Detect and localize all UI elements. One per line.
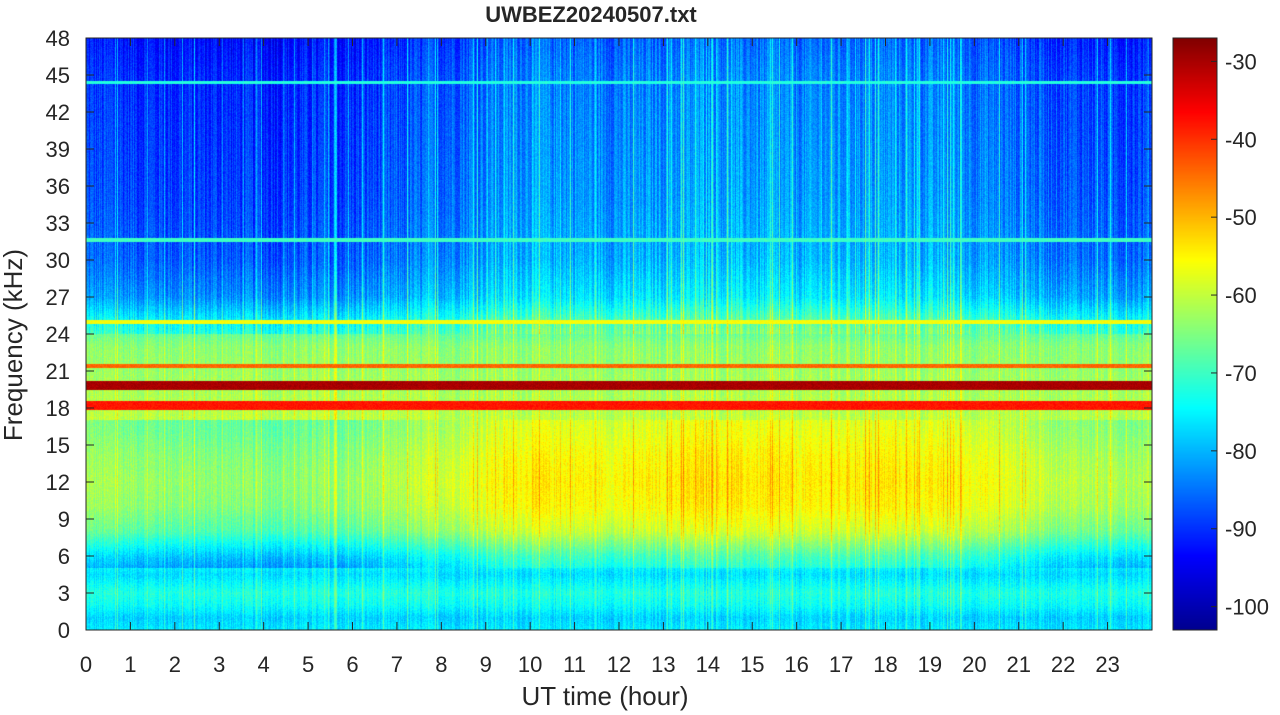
y-tick-label: 45: [46, 63, 70, 88]
x-tick-label: 8: [435, 652, 447, 677]
y-tick-label: 15: [46, 433, 70, 458]
colorbar-ticks: -100 -90 -80 -70 -60 -50 -40 -30: [1211, 49, 1269, 620]
y-tick-label: 21: [46, 359, 70, 384]
y-tick-label: 36: [46, 174, 70, 199]
y-tick-label: 48: [46, 26, 70, 51]
y-tick-label: 12: [46, 470, 70, 495]
spectrogram-heatmap: [86, 38, 1152, 630]
y-tick-label: 9: [58, 507, 70, 532]
colorbar-tick-label: -70: [1225, 361, 1257, 386]
x-tick-label: 18: [873, 652, 897, 677]
x-tick-label: 6: [346, 652, 358, 677]
x-tick-label: 11: [563, 652, 586, 677]
y-tick-label: 30: [46, 248, 70, 273]
x-tick-label: 16: [784, 652, 808, 677]
x-tick-label: 22: [1051, 652, 1075, 677]
x-tick-label: 15: [740, 652, 764, 677]
plot-area: [86, 38, 1152, 630]
x-tick-label: 21: [1007, 652, 1031, 677]
colorbar-tick-label: -90: [1225, 517, 1257, 542]
chart-title: UWBEZ20240507.txt: [485, 2, 697, 27]
x-tick-label: 1: [124, 652, 136, 677]
colorbar-area: [1173, 38, 1217, 630]
colorbar-tick-label: -80: [1225, 439, 1257, 464]
colorbar-tick-label: -60: [1225, 283, 1257, 308]
x-tick-label: 7: [391, 652, 403, 677]
y-tick-label: 42: [46, 100, 70, 125]
x-tick-label: 9: [480, 652, 492, 677]
colorbar: [1173, 38, 1217, 630]
y-tick-label: 0: [58, 618, 70, 643]
x-tick-label: 3: [213, 652, 225, 677]
y-tick-label: 3: [58, 581, 70, 606]
x-tick-label: 12: [607, 652, 631, 677]
y-tick-label: 18: [46, 396, 70, 421]
x-tick-label: 20: [962, 652, 986, 677]
x-tick-label: 2: [169, 652, 181, 677]
x-axis-label: UT time (hour): [521, 681, 688, 711]
colorbar-tick-label: -50: [1225, 205, 1257, 230]
y-tick-label: 6: [58, 544, 70, 569]
x-tick-label: 19: [918, 652, 942, 677]
x-tick-label: 17: [829, 652, 853, 677]
colorbar-tick-label: -100: [1225, 595, 1269, 620]
colorbar-tick-label: -30: [1225, 49, 1257, 74]
y-tick-label: 27: [46, 285, 70, 310]
x-tick-label: 14: [696, 652, 720, 677]
y-tick-label: 39: [46, 137, 70, 162]
x-tick-label: 0: [80, 652, 92, 677]
x-tick-label: 4: [258, 652, 270, 677]
x-tick-label: 23: [1095, 652, 1119, 677]
x-tick-label: 5: [302, 652, 314, 677]
y-tick-label: 33: [46, 211, 70, 236]
x-tick-label: 13: [651, 652, 675, 677]
colorbar-tick-label: -40: [1225, 127, 1257, 152]
x-tick-label: 10: [518, 652, 542, 677]
y-axis-label: Frequency (kHz): [0, 249, 28, 441]
x-axis: 0 1 2 3 4 5 6 7 8 9 10 11 12 13 14 15 16 17 18 19 20 21 22 23: [80, 38, 1120, 677]
colorbar-frame: [1172, 37, 1218, 631]
y-tick-label: 24: [46, 322, 70, 347]
